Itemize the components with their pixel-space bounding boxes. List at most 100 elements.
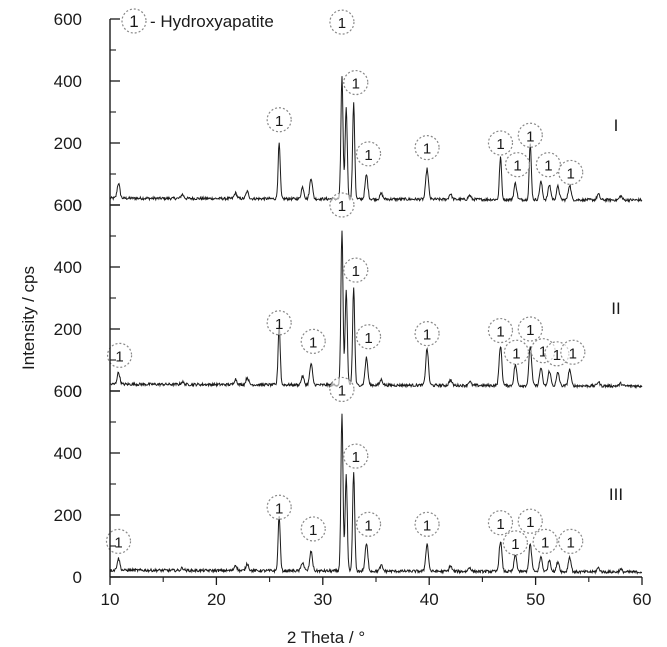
marker-circle-II-5 xyxy=(355,324,382,350)
marker-label-III-10: 1 xyxy=(541,534,549,551)
legend-label: - Hydroxyapatite xyxy=(150,12,274,31)
marker-circle-I-6 xyxy=(504,152,531,178)
panel-label-III: III xyxy=(609,485,623,504)
marker-label-I-8: 1 xyxy=(544,158,552,175)
marker-circle-I-9 xyxy=(558,159,584,186)
marker-label-II-8: 1 xyxy=(512,345,520,362)
y-tick-label-III-600: 600 xyxy=(54,382,82,401)
marker-label-I-4: 1 xyxy=(423,141,431,158)
y-tick-label-I-200: 200 xyxy=(54,134,82,153)
marker-label-I-9: 1 xyxy=(567,165,575,182)
legend-marker-label: 1 xyxy=(129,12,138,31)
marker-label-III-11: 1 xyxy=(567,534,575,551)
marker-circle-III-7 xyxy=(487,510,514,536)
pattern-line-III xyxy=(109,413,643,575)
marker-label-III-6: 1 xyxy=(423,517,431,534)
marker-label-III-7: 1 xyxy=(496,516,504,533)
marker-circle-II-8 xyxy=(503,339,530,365)
marker-label-III-1: 1 xyxy=(275,500,283,517)
y-tick-label-II-600: 600 xyxy=(54,196,82,215)
marker-label-II-5: 1 xyxy=(364,330,372,347)
marker-circle-III-10 xyxy=(532,528,558,554)
marker-label-III-0: 1 xyxy=(114,534,122,551)
marker-circle-II-7 xyxy=(487,317,514,344)
y-tick-label-III-200: 200 xyxy=(54,506,82,525)
y-tick-label-I-0: 0 xyxy=(73,196,82,215)
panel-label-II: II xyxy=(611,299,620,318)
marker-label-I-2: 1 xyxy=(352,76,360,93)
marker-circle-I-2 xyxy=(343,69,369,96)
marker-circle-III-6 xyxy=(414,511,440,537)
marker-circle-III-5 xyxy=(355,511,382,537)
marker-label-II-1: 1 xyxy=(275,316,283,333)
marker-circle-III-3 xyxy=(329,376,355,403)
marker-circle-II-2 xyxy=(300,328,326,354)
y-tick-label-II-400: 400 xyxy=(54,258,82,277)
marker-label-III-2: 1 xyxy=(309,522,317,539)
x-tick-label-20: 20 xyxy=(207,590,226,609)
marker-circle-III-2 xyxy=(300,516,326,542)
marker-label-II-10: 1 xyxy=(539,344,547,361)
marker-circle-II-9 xyxy=(517,316,543,342)
marker-label-II-9: 1 xyxy=(526,322,534,339)
x-tick-label-30: 30 xyxy=(313,590,332,609)
y-tick-label-III-0: 0 xyxy=(73,568,82,587)
marker-circle-III-0 xyxy=(105,528,132,554)
marker-circle-II-12 xyxy=(560,339,586,365)
marker-circle-II-4 xyxy=(343,257,369,283)
marker-label-II-7: 1 xyxy=(496,324,504,341)
legend-marker-circle xyxy=(121,8,147,34)
marker-label-I-6: 1 xyxy=(513,158,521,175)
marker-label-II-4: 1 xyxy=(352,263,360,280)
y-tick-label-III-400: 400 xyxy=(54,444,82,463)
marker-circle-II-0 xyxy=(106,342,133,368)
marker-label-III-3: 1 xyxy=(338,382,346,399)
marker-circle-II-1 xyxy=(266,310,292,336)
marker-label-II-11: 1 xyxy=(553,347,561,364)
y-tick-label-II-0: 0 xyxy=(73,382,82,401)
y-tick-label-I-400: 400 xyxy=(54,72,82,91)
marker-circle-III-9 xyxy=(517,508,543,534)
marker-circle-II-6 xyxy=(414,321,440,347)
x-tick-label-40: 40 xyxy=(420,590,439,609)
marker-circle-II-3 xyxy=(329,192,355,218)
marker-label-I-5: 1 xyxy=(496,136,504,153)
marker-label-I-1: 1 xyxy=(338,15,346,32)
marker-circle-I-0 xyxy=(266,107,292,133)
marker-circle-I-1 xyxy=(329,9,355,35)
x-axis-title: 2 Theta / ° xyxy=(287,628,365,647)
marker-circle-I-4 xyxy=(414,135,440,161)
x-tick-label-10: 10 xyxy=(101,590,120,609)
marker-label-II-12: 1 xyxy=(569,345,577,362)
marker-label-III-5: 1 xyxy=(364,517,372,534)
y-tick-label-I-600: 600 xyxy=(54,10,82,29)
marker-label-II-2: 1 xyxy=(309,334,317,351)
marker-circle-I-7 xyxy=(517,122,543,148)
legend: 1 - Hydroxyapatite xyxy=(121,8,274,34)
y-axis-title: Intensity / cps xyxy=(19,266,38,370)
marker-label-II-6: 1 xyxy=(423,327,431,344)
marker-label-I-0: 1 xyxy=(275,113,283,130)
marker-label-I-7: 1 xyxy=(526,128,534,145)
marker-label-III-4: 1 xyxy=(352,449,360,466)
x-tick-label-60: 60 xyxy=(633,590,652,609)
marker-circle-I-3 xyxy=(355,141,382,167)
marker-circle-I-8 xyxy=(535,152,561,178)
marker-circle-III-8 xyxy=(502,530,528,556)
marker-label-III-9: 1 xyxy=(526,514,534,531)
marker-circle-III-1 xyxy=(266,494,292,520)
pattern-line-II xyxy=(109,230,643,390)
marker-label-II-3: 1 xyxy=(338,198,346,215)
marker-circle-III-4 xyxy=(343,443,369,469)
panel-label-I: I xyxy=(614,116,619,135)
marker-circle-III-11 xyxy=(558,528,584,554)
marker-label-I-3: 1 xyxy=(364,147,372,164)
pattern-line-I xyxy=(109,76,643,203)
marker-label-II-0: 1 xyxy=(115,348,123,365)
